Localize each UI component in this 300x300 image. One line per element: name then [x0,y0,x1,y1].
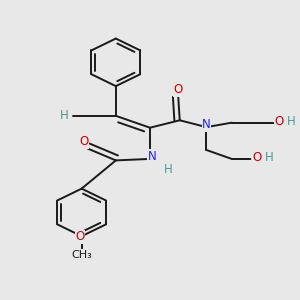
Text: H: H [60,109,69,122]
Text: O: O [174,83,183,97]
Text: O: O [80,136,88,148]
Text: H: H [164,163,172,176]
Text: N: N [148,150,157,163]
Text: O: O [76,230,85,243]
Text: CH₃: CH₃ [71,250,92,260]
Text: O: O [252,151,261,164]
Text: N: N [202,118,211,131]
Text: H: H [287,115,296,128]
Text: O: O [274,115,284,128]
Text: H: H [265,151,273,164]
